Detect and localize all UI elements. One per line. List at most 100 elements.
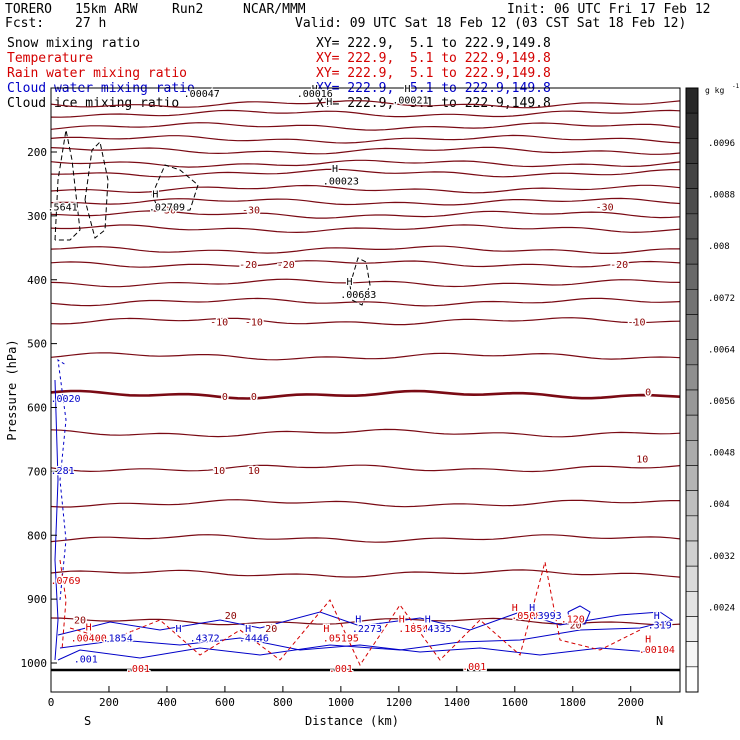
colorbar-unit: g kg [705,86,724,95]
colorbar-level [685,540,699,567]
maximum-label: H [645,635,651,646]
colorbar-level [685,389,699,416]
legend-temperature-xy: XY= 222.9, 5.1 to 222.9,149.8 [316,51,551,66]
y-tick-label: 200 [27,146,47,159]
contour-label: 20 [570,621,582,632]
y-tick-label: 900 [27,593,47,606]
colorbar-level [685,364,699,391]
maximum-label: .001 [74,655,98,666]
x-tick-label: 600 [215,696,235,709]
maximum-label: .5641 [48,202,78,213]
maximum-label: H [529,603,535,614]
cloud-water-contour [59,637,651,656]
colorbar-tick-label: .0088 [708,191,735,201]
x-axis-label: Distance (km) [305,714,399,728]
colorbar-tick-label: .0072 [708,294,735,304]
contour-label: -30 [596,202,614,213]
maximum-label: .4372 [190,633,220,644]
x-tick-label: 400 [157,696,177,709]
cloud-ice-contour [151,164,199,213]
temperature-contour [50,464,681,473]
colorbar-level [685,188,699,215]
contour-label: 0 [645,388,651,399]
cloud-water-contour [57,611,674,661]
colorbar-level [685,465,699,491]
y-tick-label: 1000 [21,657,48,670]
run-label: Run2 [172,2,204,17]
colorbar-tick-label: .0096 [708,139,735,149]
south-label: S [84,714,91,728]
temperature-contour [50,210,681,219]
colorbar-tick-label: .0032 [708,552,735,562]
maximum-label: .00683 [340,290,376,301]
contour-label: 20 [225,611,237,622]
colorbar-level [685,138,699,164]
legend-snow-xy: XY= 222.9, 5.1 to 222.9,149.8 [316,36,551,51]
colorbar-level [685,213,699,240]
y-tick-label: 600 [27,402,47,415]
maximum-label: .00023 [323,177,359,188]
maximum-label: H [326,97,332,108]
maximum-label: H [405,84,411,95]
maximum-label: .05082 [511,611,547,622]
colorbar-level [685,263,699,290]
colorbar-level [685,112,699,139]
contour-label: -10 [627,317,645,328]
y-tick-label: 400 [27,274,47,287]
maximum-label: .1854 [398,624,428,635]
plot-frame [50,87,681,693]
temperature-contour [50,278,681,288]
colorbar-frame [685,87,699,693]
temperature-contour [50,352,681,361]
temperature-contour [50,100,681,109]
temperature-contour [50,534,681,543]
colorbar-level [685,238,699,265]
maximum-label: .001 [462,662,486,673]
colorbar-level [685,490,699,517]
maximum-label: .1854 [103,633,133,644]
colorbar-level [685,414,699,441]
contour-label: 10 [213,466,225,477]
maximum-label: H [245,624,251,635]
x-tick-label: 200 [99,696,119,709]
temperature-contour [50,224,681,234]
x-tick-label: 1800 [560,696,587,709]
x-tick-label: 1600 [502,696,529,709]
x-tick-label: 2000 [617,696,644,709]
temperature-contour [50,134,681,144]
x-tick-label: 0 [48,696,55,709]
maximum-label: .00104 [639,645,675,656]
maximum-label: H [425,614,431,625]
cloud-water-contour [567,605,591,625]
colorbar-tick-label: .004 [708,500,730,510]
maximum-label: .00016 [297,89,333,100]
y-tick-label: 800 [27,529,47,542]
colorbar-level [685,616,699,642]
maximum-label: H [312,84,318,95]
maximum-label: .00047 [184,89,220,100]
temperature-contour [50,159,681,168]
y-tick-label: 300 [27,210,47,223]
contour-label: -20 [277,260,295,271]
maximum-label: .001 [329,664,353,675]
contour-label: -20 [610,260,628,271]
colorbar-tick-label: .0064 [708,345,735,355]
model-name: TORERO [5,2,52,17]
maximum-label: .02709 [149,202,185,213]
x-tick-label: 800 [273,696,293,709]
temperature-contour [50,184,681,194]
cloud-water-contour [54,379,59,661]
valid-time: Valid: 09 UTC Sat 18 Feb 12 (03 CST Sat … [295,16,687,31]
maximum-label: .319 [648,621,672,632]
colorbar-tick-label: .0048 [708,449,735,459]
cloud-ice-contour [54,129,81,241]
colorbar-level [685,440,699,466]
maximum-label: H [86,623,92,634]
temperature-contour [50,569,681,578]
contour-label: 20 [416,624,428,635]
contour-label: 0 [222,392,228,403]
maximum-label: H [323,624,329,635]
colorbar-unit-exponent: -1 [732,83,740,90]
colorbar-tick-label: .008 [708,242,730,252]
